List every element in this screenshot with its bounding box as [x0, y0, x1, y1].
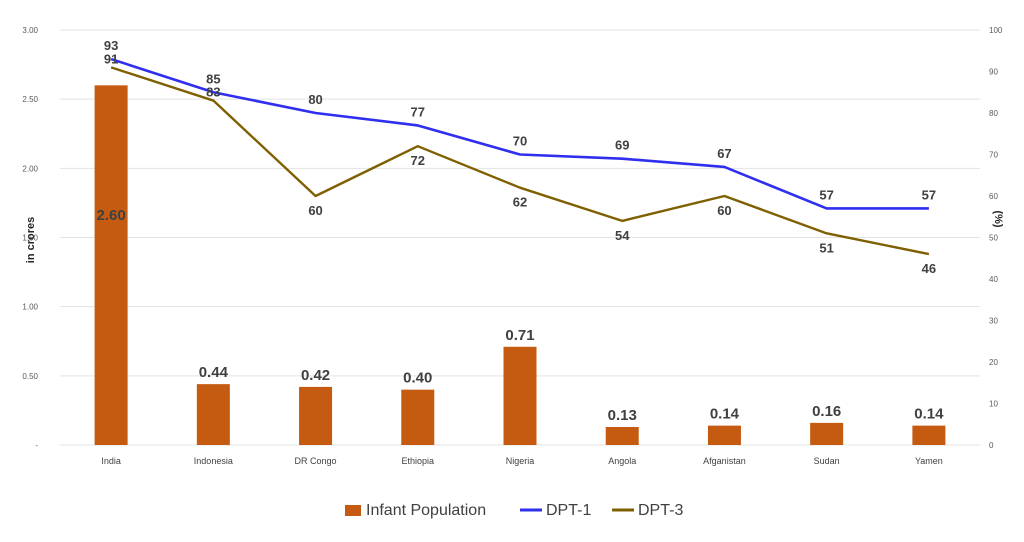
right-tick-label: 80 [989, 109, 998, 118]
dpt3-value-label: 83 [206, 85, 220, 100]
bar-value-label: 0.13 [608, 407, 637, 424]
category-label: India [101, 456, 121, 466]
category-label: Nigeria [506, 456, 535, 466]
series-line-dpt-1 [110, 57, 929, 210]
left-tick-label: - [35, 441, 38, 450]
dpt3-value-label: 72 [411, 153, 425, 168]
dpt1-value-label: 57 [922, 187, 936, 202]
dpt1-value-label: 80 [308, 92, 322, 107]
category-label: Yamen [915, 456, 943, 466]
dpt1-value-label: 93 [104, 38, 118, 53]
bar [810, 422, 844, 445]
data-labels: 2.60 0.44 0.42 0.40 0.71 0.13 0.14 0.16 0.14 93 85… [97, 38, 945, 424]
category-label: Ethiopia [402, 456, 435, 466]
line-series [110, 57, 930, 256]
dpt3-value-label: 91 [104, 51, 118, 66]
legend-label: Infant Population [366, 502, 486, 519]
legend: Infant Population DPT-1 DPT-3 [345, 502, 683, 519]
bar-value-label: 0.16 [812, 403, 841, 420]
bar [912, 425, 946, 445]
series-line-dpt-3 [110, 66, 930, 256]
bar [401, 389, 435, 445]
dpt1-value-label: 69 [615, 138, 629, 153]
dpt1-value-label: 67 [717, 146, 731, 161]
bar [196, 384, 230, 445]
bar [503, 346, 537, 445]
bar [605, 427, 639, 445]
gridlines [60, 29, 980, 446]
dpt1-value-label: 57 [819, 187, 833, 202]
bar-value-label: 0.42 [301, 367, 330, 384]
right-tick-label: 40 [989, 275, 998, 284]
bar [707, 425, 741, 445]
right-tick-label: 20 [989, 358, 998, 367]
right-tick-label: 90 [989, 68, 998, 77]
bar-value-label: 0.40 [403, 370, 432, 387]
left-axis: - 0.50 1.00 1.50 2.00 2.50 3.00 [22, 26, 38, 450]
legend-label: DPT-1 [546, 502, 591, 519]
right-tick-label: 70 [989, 151, 998, 160]
right-tick-label: 50 [989, 234, 998, 243]
dpt1-value-label: 85 [206, 71, 220, 86]
bar-value-label: 2.60 [97, 207, 126, 224]
category-label: Sudan [814, 456, 840, 466]
category-label: Indonesia [194, 456, 233, 466]
dpt3-value-label: 62 [513, 195, 527, 210]
category-label: Angola [608, 456, 636, 466]
category-label: Afganistan [703, 456, 746, 466]
left-tick-label: 1.50 [22, 234, 38, 243]
dpt3-value-label: 60 [308, 203, 322, 218]
right-axis: 0 10 20 30 40 50 60 70 80 90 100 [989, 26, 1003, 450]
right-tick-label: 10 [989, 400, 998, 409]
left-axis-title: in crores [25, 217, 37, 263]
bar-value-label: 0.14 [710, 406, 740, 423]
bar-value-label: 0.44 [199, 364, 229, 381]
dpt3-value-label: 54 [615, 228, 630, 243]
left-tick-label: 2.00 [22, 164, 38, 173]
dpt3-value-label: 51 [819, 240, 833, 255]
right-tick-label: 60 [989, 192, 998, 201]
right-tick-label: 0 [989, 441, 994, 450]
category-label: DR Congo [295, 456, 337, 466]
left-tick-label: 0.50 [22, 372, 38, 381]
dpt3-value-label: 60 [717, 203, 731, 218]
category-axis: India Indonesia DR Congo Ethiopia Nigeria Ang… [101, 456, 942, 466]
legend-swatch-bar [345, 505, 361, 516]
bar-value-label: 0.71 [505, 327, 534, 344]
left-tick-label: 1.00 [22, 303, 38, 312]
bar-value-label: 0.14 [914, 406, 944, 423]
left-tick-label: 2.50 [22, 95, 38, 104]
bar [299, 386, 333, 445]
bar [94, 85, 128, 445]
right-tick-label: 100 [989, 26, 1003, 35]
bar-series [94, 85, 946, 445]
legend-label: DPT-3 [638, 502, 683, 519]
left-tick-label: 3.00 [22, 26, 38, 35]
right-tick-label: 30 [989, 317, 998, 326]
dpt1-value-label: 70 [513, 134, 527, 149]
dpt3-value-label: 46 [922, 261, 936, 276]
dpt1-value-label: 77 [411, 104, 425, 119]
right-axis-title: (%) [992, 210, 1004, 227]
